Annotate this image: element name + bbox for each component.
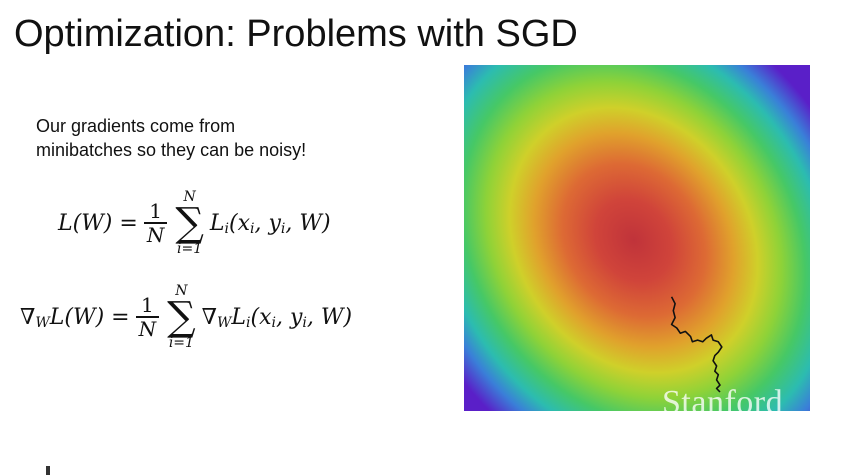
eq2-x-sub: i bbox=[271, 315, 276, 331]
eq1-y-sub: i bbox=[280, 221, 286, 237]
eq2-term-head: L bbox=[231, 304, 247, 330]
eq1-args-rest: , y bbox=[254, 210, 281, 236]
eq2-args-end: , W) bbox=[306, 304, 353, 330]
body-line-1: Our gradients come from bbox=[36, 116, 236, 136]
eq2-term-sub: i bbox=[246, 315, 251, 331]
eq1-sum-lower: i=1 bbox=[177, 241, 203, 257]
eq2-term-args: (x bbox=[250, 304, 272, 330]
eq2-frac-den: N bbox=[138, 316, 157, 341]
sgd-path-icon bbox=[670, 296, 723, 393]
landscape-heatmap bbox=[464, 65, 810, 411]
eq1-frac-bar bbox=[143, 222, 168, 224]
slide-title: Optimization: Problems with SGD bbox=[14, 13, 578, 55]
pointer-icon bbox=[46, 466, 50, 475]
loss-landscape-plot bbox=[464, 65, 810, 411]
eq1-args-end: , W) bbox=[285, 210, 331, 236]
eq2-frac-num: 1 bbox=[140, 293, 154, 318]
stanford-watermark: Stanford bbox=[662, 384, 784, 421]
eq1-fraction: 1 N bbox=[143, 199, 168, 247]
nabla-icon: ∇ bbox=[201, 304, 218, 330]
nabla-icon: ∇ bbox=[20, 304, 36, 330]
eq1-frac-den: N bbox=[146, 222, 165, 247]
eq2-fraction: 1 N bbox=[135, 293, 160, 341]
eq1-term-args: (x bbox=[228, 210, 250, 236]
eq1-summation: N ∑ i=1 bbox=[175, 190, 204, 256]
eq1-term-sub: i bbox=[224, 221, 229, 237]
eq2-y-sub: i bbox=[302, 315, 307, 331]
eq1-sum-upper: N bbox=[183, 189, 196, 205]
loss-landscape-svg bbox=[464, 65, 810, 411]
sum-icon: ∑ bbox=[167, 294, 196, 340]
eq2-frac-bar bbox=[135, 316, 160, 318]
eq2-args-rest: , y bbox=[276, 304, 303, 330]
body-line-2: minibatches so they can be noisy! bbox=[36, 140, 307, 160]
eq1-x-sub: i bbox=[249, 221, 255, 237]
eq2-lhs: L(W) = bbox=[49, 304, 130, 330]
eq1-lhs: L(W) = bbox=[58, 210, 138, 236]
eq2-sum-upper: N bbox=[175, 283, 188, 299]
eq2-term-grad-sub: W bbox=[217, 315, 232, 331]
eq1-term-head: L bbox=[209, 210, 225, 236]
eq2-summation: N ∑ i=1 bbox=[167, 284, 196, 350]
slide-body-text: Our gradients come from minibatches so t… bbox=[36, 114, 416, 162]
eq2-grad-sub: W bbox=[35, 315, 50, 331]
sum-icon: ∑ bbox=[175, 200, 204, 246]
eq2-sum-lower: i=1 bbox=[168, 335, 194, 351]
eq1-frac-num: 1 bbox=[149, 199, 162, 224]
